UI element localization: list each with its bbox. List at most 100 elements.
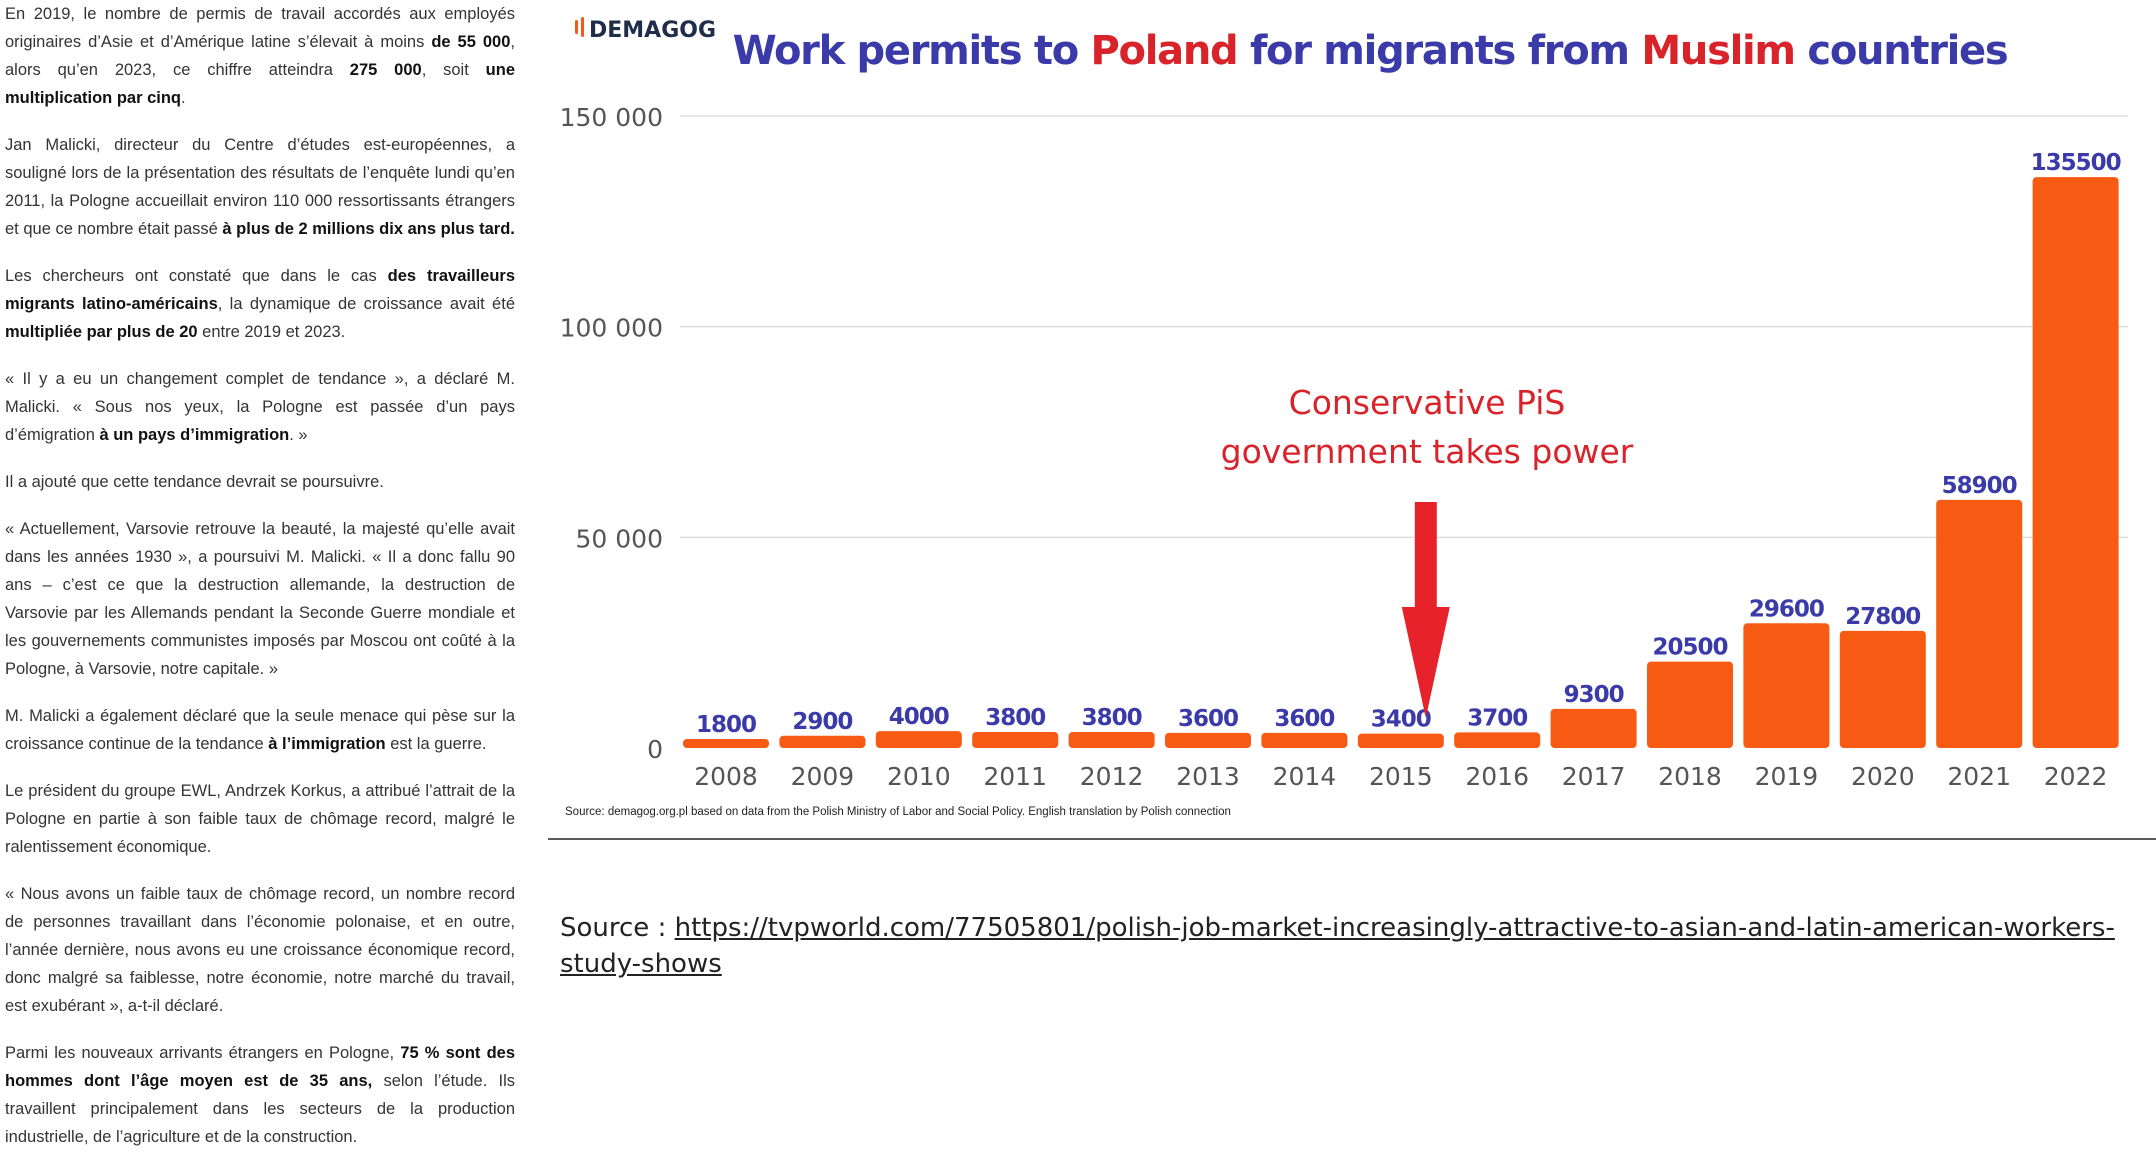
x-tick-label: 2014 — [1273, 762, 1337, 791]
data-label: 27800 — [1845, 604, 1920, 630]
data-label: 3600 — [1274, 706, 1334, 732]
bar — [2032, 177, 2119, 749]
data-label: 135500 — [2031, 150, 2121, 176]
article-text: En 2019, le nombre de permis de travail … — [5, 0, 515, 1170]
chart-title-part: countries — [1795, 28, 2008, 74]
data-label: 3700 — [1467, 705, 1527, 731]
x-tick-label: 2009 — [791, 762, 855, 791]
paragraph-text: Parmi les nouveaux arrivants étrangers e… — [5, 1044, 401, 1062]
paragraph-text: Le président du groupe EWL, Andrzek Kork… — [5, 782, 515, 856]
annotation-line-1: Conservative PiS — [1289, 383, 1566, 422]
paragraph-text: . » — [289, 426, 308, 444]
chart-source-note: Source: demagog.org.pl based on data fro… — [565, 806, 1231, 818]
x-tick-label: 2011 — [983, 762, 1047, 791]
bars — [683, 177, 2119, 749]
data-label: 4000 — [889, 704, 949, 730]
chart-container: DEMAGOG Work permits to Poland for migra… — [548, 0, 2156, 840]
data-label: 1800 — [696, 712, 756, 738]
bar — [972, 731, 1059, 748]
data-labels: 1800 2900 4000 3800 3800 3600 3600 3400 3700 9300… — [696, 150, 2122, 738]
x-tick-label: 2010 — [887, 762, 951, 791]
data-label: 3400 — [1371, 707, 1431, 733]
bold-text: 75 % sont des hommes dont l’âge moyen es… — [5, 1044, 516, 1090]
data-label: 3800 — [985, 705, 1045, 731]
paragraph-text: « Nous avons un faible taux de chômage r… — [5, 885, 515, 1015]
x-axis-ticks: 2008 2009 2010 2011 2012 2013 2014 2015 2016 2017… — [694, 762, 2107, 791]
paragraph-text: . — [181, 89, 186, 107]
article-paragraph: M. Malicki a également déclaré que la se… — [5, 702, 515, 758]
paragraph-text: En 2019, le nombre de permis de travail … — [5, 5, 515, 51]
bar — [1550, 708, 1637, 748]
source-line: Source : https://tvpworld.com/77505801/p… — [560, 910, 2120, 982]
x-tick-label: 2021 — [1947, 762, 2011, 791]
paragraph-text: Il a ajouté que cette tendance devrait s… — [5, 473, 384, 491]
y-tick-label: 0 — [647, 735, 663, 764]
bold-text: 275 000 — [349, 61, 422, 79]
x-tick-label: 2012 — [1080, 762, 1144, 791]
source-link[interactable]: https://tvpworld.com/77505801/polish-job… — [560, 913, 2115, 979]
bar — [1165, 732, 1251, 748]
bar — [875, 731, 962, 748]
data-label: 58900 — [1942, 473, 2017, 499]
arrow-down-icon — [1401, 502, 1450, 718]
bold-text: à l’immigration — [268, 735, 386, 753]
x-tick-label: 2015 — [1369, 762, 1433, 791]
article-paragraph: « Il y a eu un changement complet de ten… — [5, 365, 515, 449]
paragraph-text: « Il y a eu un changement complet de ten… — [5, 370, 515, 444]
x-tick-label: 2008 — [694, 762, 758, 791]
paragraph-text: , la dynamique de croissance avait été — [217, 295, 515, 313]
x-tick-label: 2013 — [1176, 762, 1240, 791]
bar — [1261, 732, 1348, 748]
bold-text: une multiplication par cinq — [5, 61, 515, 107]
article-paragraph: Il a ajouté que cette tendance devrait s… — [5, 468, 515, 496]
data-label: 3600 — [1178, 706, 1238, 732]
x-tick-label: 2017 — [1562, 762, 1626, 791]
article-paragraph: Le président du groupe EWL, Andrzek Kork… — [5, 777, 515, 861]
bar — [1936, 499, 2023, 748]
chart-title-part: Work permits to — [733, 28, 1091, 74]
bold-text: de 55 000 — [431, 33, 511, 51]
data-label: 20500 — [1652, 635, 1727, 661]
y-tick-label: 50 000 — [576, 524, 663, 553]
y-tick-label: 100 000 — [560, 314, 663, 343]
work-permits-chart: DEMAGOG Work permits to Poland for migra… — [560, 17, 2128, 818]
paragraph-text: Jan Malicki, directeur du Centre d’étude… — [5, 136, 515, 238]
paragraph-text: M. Malicki a également déclaré que la se… — [5, 707, 515, 753]
article-paragraph: Jan Malicki, directeur du Centre d’étude… — [5, 131, 515, 243]
bold-text: à plus de 2 millions dix ans plus tard. — [222, 220, 515, 238]
chart-title-part: for migrants from — [1237, 28, 1641, 74]
annotation: Conservative PiS government takes power — [1221, 383, 1634, 718]
data-label: 29600 — [1749, 596, 1824, 622]
y-axis-ticks: 0 50 000 100 000 150 000 — [560, 103, 663, 764]
article-paragraph: « Actuellement, Varsovie retrouve la bea… — [5, 515, 515, 683]
divider — [548, 838, 2156, 840]
data-label: 3800 — [1082, 705, 1142, 731]
chart-title-part: Muslim — [1641, 28, 1794, 74]
data-label: 9300 — [1564, 682, 1624, 708]
paragraph-text: « Actuellement, Varsovie retrouve la bea… — [5, 520, 515, 678]
data-label: 2900 — [792, 709, 852, 735]
y-tick-label: 150 000 — [560, 103, 663, 132]
paragraph-text: entre 2019 et 2023. — [197, 323, 346, 341]
logo-text: DEMAGOG — [589, 18, 716, 43]
x-tick-label: 2020 — [1851, 762, 1915, 791]
article-paragraph: En 2019, le nombre de permis de travail … — [5, 0, 515, 112]
bar — [1839, 630, 1926, 748]
chart-title: Work permits to Poland for migrants from… — [733, 28, 2008, 74]
paragraph-text: , alors qu’en 2023, ce chiffre atteindra — [5, 33, 515, 79]
x-tick-label: 2022 — [2044, 762, 2108, 791]
paragraph-text: Les chercheurs ont constaté que dans le … — [5, 267, 388, 285]
annotation-line-2: government takes power — [1221, 432, 1634, 471]
bar — [1454, 732, 1541, 748]
x-tick-label: 2016 — [1465, 762, 1529, 791]
bar — [1357, 733, 1444, 748]
article-paragraph: Parmi les nouveaux arrivants étrangers e… — [5, 1039, 515, 1151]
article-paragraph: Les chercheurs ont constaté que dans le … — [5, 262, 515, 346]
source-label: Source : — [560, 913, 675, 943]
bar — [683, 739, 769, 748]
bold-text: à un pays d’immigration — [99, 426, 290, 444]
bar — [1743, 623, 1830, 748]
bar — [1068, 731, 1155, 748]
paragraph-text: selon l’étude. Ils travaillent principal… — [5, 1072, 516, 1146]
paragraph-text: , soit — [421, 61, 486, 79]
